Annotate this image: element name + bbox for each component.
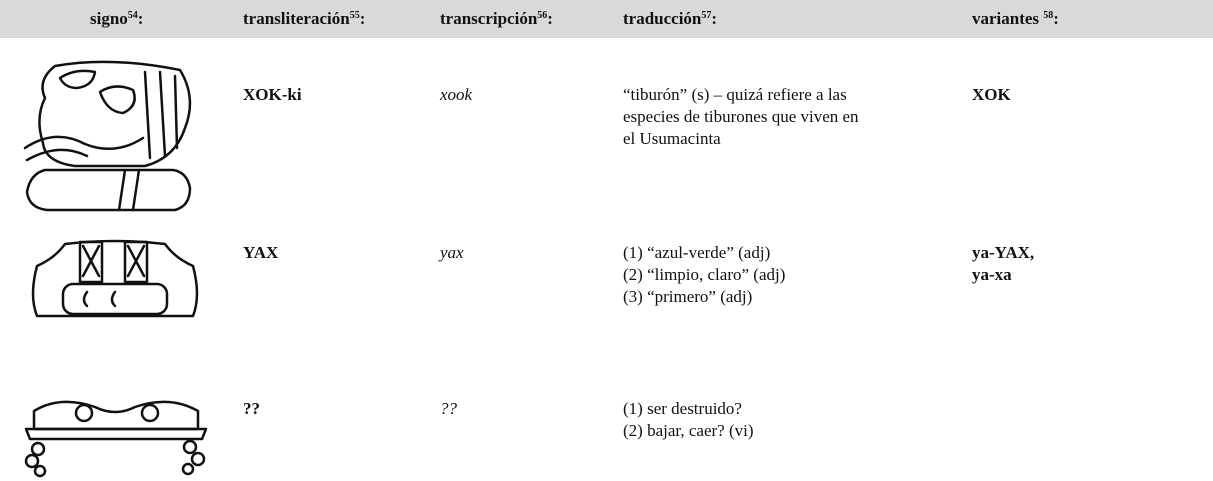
translation-line: especies de tiburones que viven en [623,107,859,126]
transliteration: ?? [243,399,260,418]
variant: XOK [972,85,1011,104]
translation-line: (2) “limpio, claro” (adj) [623,265,786,284]
header-label: traducción [623,9,702,28]
header-suffix: : [1053,9,1059,28]
transliteration: YAX [243,243,279,262]
header-label: transliteración [243,9,350,28]
glyph-yax [31,239,199,318]
header-cell: transcripción56: [440,9,553,29]
header-suffix: : [711,9,718,28]
translation-line: el Usumacinta [623,129,721,148]
variant: ya-xa [972,265,1012,284]
header-band [0,0,1213,38]
footnote-ref: 55 [349,10,360,21]
translation-line: “tiburón” (s) – quizá refiere a las [623,85,847,104]
footnote-ref: 58 [1043,10,1054,21]
header-cell: variantes 58: [972,9,1059,29]
header-cell: traducción57: [623,9,717,29]
footnote-ref: 57 [701,10,712,21]
footnote-ref: 54 [127,10,138,21]
translation-line: (3) “primero” (adj) [623,287,753,306]
translation-line: (2) bajar, caer? (vi) [623,421,754,440]
glyph-unknown [24,400,208,478]
header-suffix: : [137,9,144,28]
transliteration: XOK-ki [243,85,302,104]
transcription: xook [440,85,473,104]
footnote-ref: 56 [537,10,548,21]
header-label: signo [90,9,128,28]
header-cell: signo54: [90,9,143,29]
translation-line: (1) “azul-verde” (adj) [623,243,771,262]
transcription: ?? [440,399,457,418]
translation-line: (1) ser destruido? [623,399,742,418]
transcription: yax [440,243,464,262]
header-suffix: : [359,9,366,28]
header-cell: transliteración55: [243,9,365,29]
header-label: variantes [972,9,1044,28]
variant: ya-YAX, [972,243,1035,262]
header-suffix: : [547,9,553,28]
header-label: transcripción [440,9,538,28]
glyph-xok [23,60,192,212]
